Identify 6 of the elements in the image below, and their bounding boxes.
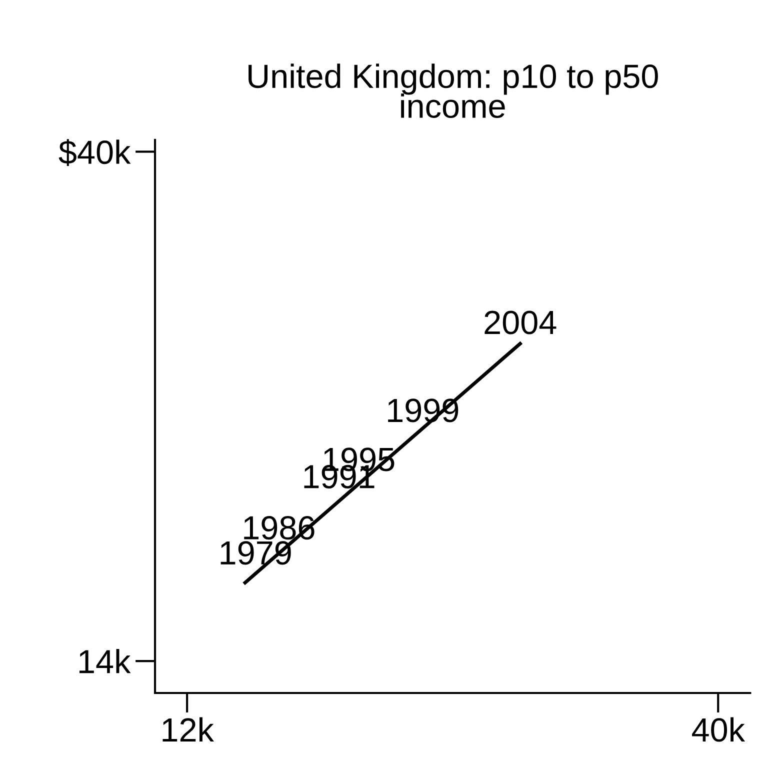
x-tick-label: 40k	[692, 717, 746, 742]
chart-title: United Kingdom: p10 to p50 income	[248, 64, 658, 118]
annotation: 2004	[484, 310, 556, 334]
x-tick-label: 12k	[162, 717, 214, 742]
y-tick-label: $40k	[58, 139, 131, 166]
y-tick-label: 14k	[80, 648, 131, 674]
